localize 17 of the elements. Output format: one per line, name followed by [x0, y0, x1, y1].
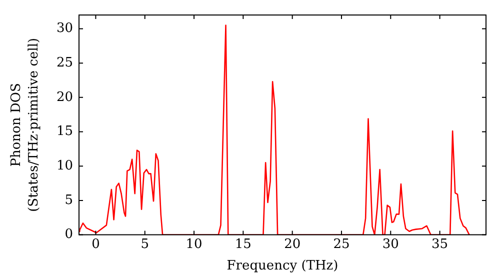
x-tick-label: 30	[382, 236, 399, 252]
y-tick-label: 5	[64, 192, 73, 208]
y-tick-label: 30	[56, 21, 73, 36]
y-tick-label: 15	[56, 124, 73, 140]
x-tick-label: 10	[186, 236, 202, 252]
y-tick-label: 0	[64, 227, 73, 242]
x-tick-label: 0	[92, 236, 100, 252]
y-tick-label: 20	[56, 90, 73, 105]
x-axis-title: Frequency (THz)	[226, 258, 338, 274]
x-tick-label: 20	[284, 236, 301, 252]
x-tick-label: 15	[234, 236, 252, 252]
x-tick-label: 5	[140, 236, 150, 252]
y-tick-label: 25	[56, 55, 73, 70]
y-axis-title: Phonon DOS (States/THz·primitive cell)	[9, 38, 42, 212]
x-tick-label: 35	[432, 236, 448, 252]
y-tick-label: 10	[56, 158, 73, 174]
x-tick-label: 25	[333, 236, 350, 252]
